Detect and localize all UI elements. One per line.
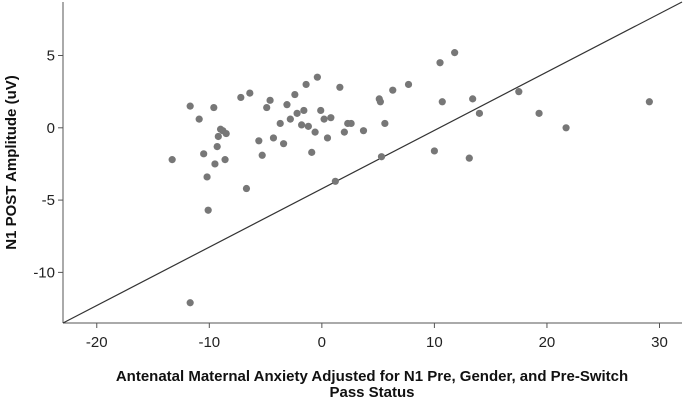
x-tick-label: 10 <box>426 334 443 351</box>
data-point <box>203 173 211 181</box>
y-tick-label: 5 <box>47 48 55 65</box>
data-point <box>317 106 325 115</box>
data-point <box>186 102 194 110</box>
data-point <box>430 147 438 155</box>
data-point <box>258 151 266 159</box>
data-point <box>214 132 222 141</box>
data-point <box>255 137 263 145</box>
data-point <box>376 98 384 106</box>
data-point <box>404 80 413 89</box>
data-point <box>465 154 473 162</box>
data-point <box>331 177 339 185</box>
data-point <box>327 114 335 122</box>
data-point <box>186 299 194 307</box>
x-tick-label: -10 <box>198 334 220 351</box>
data-point <box>266 96 274 104</box>
data-point <box>276 119 284 128</box>
data-point <box>359 127 368 135</box>
data-point <box>213 142 221 151</box>
data-point <box>304 122 312 130</box>
data-point <box>297 121 306 129</box>
reference-line <box>62 1 683 324</box>
x-tick-label: 20 <box>539 334 556 351</box>
data-point <box>336 83 344 91</box>
data-point <box>469 95 477 103</box>
x-axis-title-line-2: Pass Status <box>329 384 414 400</box>
data-point <box>562 124 570 132</box>
y-ticks: -10 -5 0 5 <box>33 48 63 281</box>
data-point <box>323 134 332 142</box>
y-tick-label: -10 <box>33 264 55 281</box>
data-point <box>381 119 389 128</box>
data-point <box>475 109 484 117</box>
data-point <box>269 134 278 142</box>
data-point <box>195 115 203 123</box>
x-tick-label: -20 <box>86 334 108 351</box>
data-point <box>263 103 271 112</box>
data-point <box>200 150 208 158</box>
data-point <box>291 90 299 99</box>
data-point <box>237 93 245 102</box>
data-point <box>347 119 355 128</box>
plot-area: -20 -10 0 10 20 30 -10 -5 0 5 <box>33 1 683 351</box>
data-point <box>283 101 291 109</box>
data-point <box>377 153 386 161</box>
x-tick-label: 0 <box>318 334 326 351</box>
data-point <box>302 80 310 89</box>
data-point <box>286 115 294 123</box>
x-ticks: -20 -10 0 10 20 30 <box>86 323 668 351</box>
data-point <box>515 88 523 96</box>
data-points <box>168 49 653 307</box>
data-point <box>438 98 446 106</box>
x-tick-label: 30 <box>651 334 668 351</box>
data-point <box>308 148 316 156</box>
y-axis-title: N1 POST Amplitude (uV) <box>3 75 20 249</box>
y-tick-label: -5 <box>42 192 55 209</box>
data-point <box>204 206 212 214</box>
data-point <box>222 129 230 138</box>
data-point <box>340 128 348 136</box>
x-axis-title-line-1: Antenatal Maternal Anxiety Adjusted for … <box>116 368 628 385</box>
data-point <box>293 109 301 117</box>
data-point <box>279 140 288 148</box>
data-point <box>389 86 397 94</box>
data-point <box>210 103 218 112</box>
data-point <box>645 98 653 106</box>
data-point <box>242 184 251 193</box>
data-point <box>535 109 543 117</box>
data-point <box>168 156 176 164</box>
data-point <box>451 49 459 57</box>
data-point <box>313 73 321 81</box>
data-point <box>436 59 444 67</box>
data-point <box>300 106 308 115</box>
y-tick-label: 0 <box>47 120 55 137</box>
data-point <box>221 156 229 164</box>
data-point <box>311 128 319 136</box>
data-point <box>246 89 254 97</box>
data-point <box>211 160 219 168</box>
data-point <box>320 115 328 123</box>
